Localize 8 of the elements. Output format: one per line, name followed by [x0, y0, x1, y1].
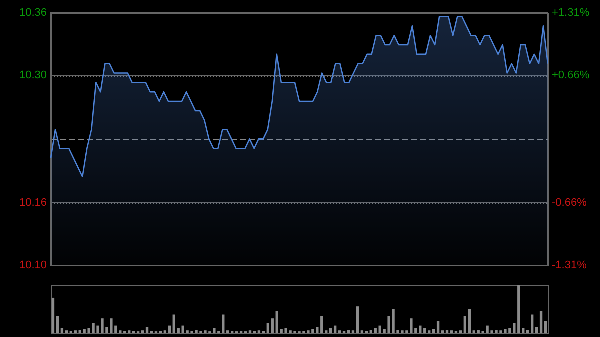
y-tick-label: 10.30 [19, 70, 47, 82]
y-tick-label: 10.16 [19, 196, 47, 209]
y2-tick-label: -1.31% [552, 259, 588, 272]
y-tick-label: 10.36 [19, 7, 47, 20]
y2-tick-label: +1.31% [552, 7, 590, 20]
y2-tick-label: -0.66% [552, 196, 588, 209]
y2-tick-label: +0.66% [552, 70, 590, 82]
y-tick-label: 10.10 [19, 259, 47, 272]
